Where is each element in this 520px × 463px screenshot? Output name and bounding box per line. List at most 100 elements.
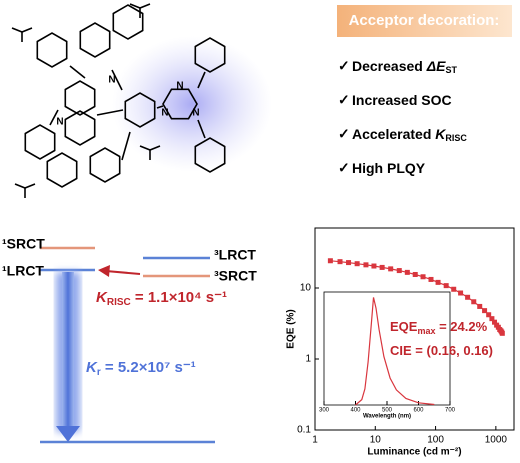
- bond: [197, 71, 206, 89]
- bond: [69, 65, 86, 79]
- feature-var: K: [435, 126, 446, 142]
- data-point: [420, 274, 426, 280]
- ring: [194, 137, 226, 173]
- bond: [139, 3, 151, 9]
- ring: [162, 88, 198, 120]
- data-point: [337, 259, 343, 265]
- ring: [112, 4, 144, 40]
- data-point: [404, 269, 410, 275]
- bond: [111, 69, 123, 91]
- data-point: [443, 283, 449, 289]
- level-label: ³LRCT: [214, 247, 256, 263]
- data-point: [412, 271, 418, 277]
- kr-arrow: [62, 272, 74, 428]
- data-point: [363, 262, 369, 268]
- bond: [14, 183, 26, 189]
- data-point: [371, 263, 377, 269]
- annotation-text: CIE = (0.16, 0.16): [390, 343, 493, 358]
- atom-label: N: [56, 117, 63, 128]
- x-tick-label: 100: [427, 435, 444, 446]
- bond: [96, 109, 124, 116]
- ring: [194, 37, 226, 73]
- ring: [64, 110, 96, 146]
- y-tick-label: 1: [305, 354, 311, 365]
- data-point: [482, 308, 488, 314]
- data-point: [451, 286, 457, 292]
- data-point: [327, 258, 333, 264]
- annotation-rest: = 24.2%: [435, 319, 487, 334]
- annotation-text: EQE: [390, 319, 418, 334]
- data-point: [388, 266, 394, 272]
- x-tick-label: 300: [319, 408, 330, 414]
- feature-item: High PLQY: [352, 160, 426, 176]
- bond: [139, 145, 151, 151]
- krisc-arrow-head: [98, 265, 110, 277]
- bond: [49, 109, 59, 126]
- bond: [129, 3, 141, 9]
- level-label: ³SRCT: [214, 268, 257, 284]
- feature-item: Decreased ΔEST: [352, 58, 457, 76]
- ring: [79, 22, 111, 58]
- feature-item: Increased SOC: [352, 92, 452, 108]
- bond: [149, 145, 161, 151]
- rate-var: K: [96, 289, 108, 306]
- x-tick-label: 1: [312, 435, 318, 446]
- x-tick-label: 10: [370, 435, 382, 446]
- feature-text: Accelerated: [352, 126, 435, 142]
- ring: [64, 80, 96, 116]
- x-tick-label: 600: [413, 408, 424, 414]
- bond: [21, 27, 33, 33]
- ring: [24, 124, 56, 160]
- kr-label: Kr = 5.2×10⁷ s⁻¹: [86, 359, 196, 378]
- krisc-label: KRISC = 1.1×10⁴ s⁻¹: [96, 289, 227, 308]
- bond: [11, 27, 23, 33]
- atom-label: N: [176, 81, 183, 92]
- data-point: [379, 264, 385, 270]
- bond: [156, 105, 164, 109]
- data-point: [471, 299, 477, 305]
- atom-label: N: [108, 75, 115, 86]
- molecule: [11, 3, 226, 198]
- ring: [124, 92, 156, 128]
- annotation: CIE = (0.16, 0.16): [390, 343, 493, 358]
- feature-sub: RISC: [445, 133, 467, 143]
- data-point: [346, 260, 352, 266]
- kr-arrow-head: [56, 426, 80, 442]
- data-line: [355, 297, 435, 406]
- x-tick-label: 400: [350, 408, 361, 414]
- acceptor-glow: [112, 36, 272, 172]
- atom-label: N: [161, 108, 168, 119]
- data-point: [435, 279, 441, 285]
- y-axis-label: EQE (%): [286, 309, 297, 348]
- feature-var: ΔE: [426, 58, 446, 74]
- ring: [89, 147, 121, 183]
- data-point: [477, 303, 483, 309]
- annotation: EQEmax = 24.2%: [390, 319, 488, 336]
- check-mark: ✓: [338, 126, 350, 142]
- feature-text: High PLQY: [352, 160, 426, 176]
- rate-value: = 1.1×10⁴ s⁻¹: [131, 289, 227, 306]
- annotation-sub: max: [417, 326, 435, 336]
- ring: [46, 152, 78, 188]
- ring: [36, 32, 68, 68]
- feature-text: Increased SOC: [352, 92, 452, 108]
- data-point: [492, 319, 498, 325]
- x-axis-label: Wavelength (nm): [363, 414, 411, 420]
- check-mark: ✓: [338, 160, 350, 176]
- krisc-arrow: [105, 270, 141, 275]
- data-point: [499, 330, 505, 336]
- x-tick-label: 700: [445, 408, 456, 414]
- bond: [121, 131, 131, 161]
- feature-text: Decreased: [352, 58, 427, 74]
- y-tick-label: 10: [300, 283, 312, 294]
- feature-item: Accelerated KRISC: [352, 126, 467, 144]
- bond: [24, 183, 36, 189]
- data-point: [465, 294, 471, 300]
- bond: [197, 119, 206, 139]
- data-point: [354, 261, 360, 267]
- data-point: [396, 268, 402, 274]
- data-point: [486, 312, 492, 318]
- level-label: ¹SRCT: [2, 236, 45, 252]
- rate-sub: RISC: [107, 297, 131, 308]
